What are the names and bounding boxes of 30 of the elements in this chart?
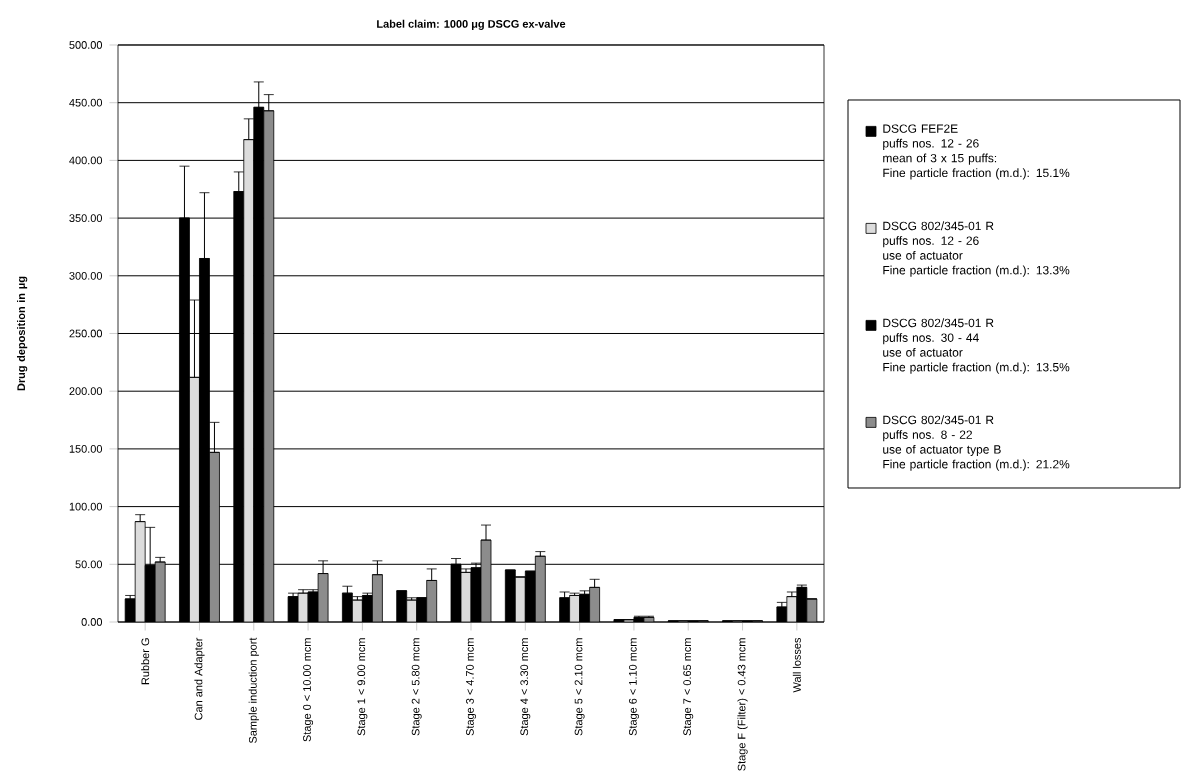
legend-label: DSCG 802/345-01 R puffs nos. 12 - 26 use of actuator Fine particle fraction (m.d.): 13.3% bbox=[883, 221, 1070, 277]
x-tick-label: Stage 0 < 10.00 mcm bbox=[303, 638, 314, 742]
y-tick-label: 200.00 bbox=[69, 387, 103, 396]
x-tick-label: Stage 2 < 5.80 mcm bbox=[411, 638, 422, 736]
legend-label: DSCG 802/345-01 R puffs nos. 30 - 44 use of actuator Fine particle fraction (m.d.): 13.5% bbox=[883, 318, 1070, 374]
y-tick-label: 300.00 bbox=[69, 271, 103, 280]
y-tick-label: 250.00 bbox=[69, 329, 103, 338]
x-tick-label: Stage 3 < 4.70 mcm bbox=[466, 638, 476, 736]
legend-label: DSCG 802/345-01 R puffs nos. 8 - 22 use of actuator type B Fine particle fraction (m.d.): 21.2% bbox=[883, 415, 1070, 471]
x-tick-label: Stage 5 < 2.10 mcm bbox=[574, 638, 585, 736]
x-tick-label: Rubber G bbox=[141, 638, 150, 685]
x-tick-label: Sample induction port bbox=[248, 637, 259, 744]
y-tick-label: 400.00 bbox=[69, 156, 103, 165]
y-axis-title: Drug deposition in μg bbox=[17, 276, 28, 391]
y-tick-label: 450.00 bbox=[69, 98, 103, 107]
y-tick-label: 50.00 bbox=[75, 560, 103, 569]
y-tick-label: 500.00 bbox=[69, 41, 103, 49]
y-tick-label: 350.00 bbox=[69, 214, 103, 223]
chart-title: Label claim: 1000 μg DSCG ex-valve bbox=[377, 19, 566, 31]
legend-label: DSCG FEF2E puffs nos. 12 - 26 mean of 3 x 15 puffs: Fine particle fraction (m.d.): 15.1% bbox=[883, 124, 1070, 180]
x-tick-label: Can and Adapter bbox=[194, 637, 205, 720]
x-tick-label: Wall losses bbox=[792, 638, 801, 693]
y-tick-label: 150.00 bbox=[69, 445, 103, 453]
x-tick-label: Stage 6 < 1.10 mcm bbox=[628, 638, 639, 736]
x-tick-label: Stage 4 < 3.30 mcm bbox=[520, 638, 531, 736]
y-tick-label: 0.00 bbox=[81, 618, 103, 626]
x-tick-label: Stage F (Filter) < 0.43 mcm bbox=[737, 638, 748, 771]
x-tick-label: Stage 1 < 9.00 mcm bbox=[357, 638, 368, 736]
y-tick-label: 100.00 bbox=[69, 502, 103, 511]
x-tick-label: Stage 7 < 0.65 mcm bbox=[683, 638, 694, 736]
